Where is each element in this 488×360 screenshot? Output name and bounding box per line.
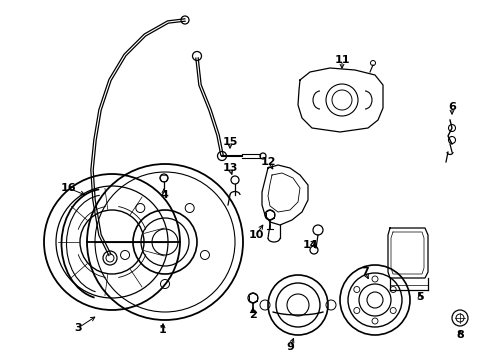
Text: 4: 4 — [160, 190, 167, 200]
Text: 1: 1 — [159, 325, 166, 335]
Text: 5: 5 — [415, 292, 423, 302]
Text: 12: 12 — [260, 157, 275, 167]
Text: 15: 15 — [222, 137, 237, 147]
Text: 8: 8 — [455, 330, 463, 340]
Text: 13: 13 — [222, 163, 237, 173]
Text: 14: 14 — [302, 240, 317, 250]
Text: 6: 6 — [447, 102, 455, 112]
Text: 16: 16 — [60, 183, 76, 193]
Text: 9: 9 — [285, 342, 293, 352]
Text: 10: 10 — [248, 230, 263, 240]
Text: 3: 3 — [74, 323, 81, 333]
Text: 11: 11 — [334, 55, 349, 65]
Text: 2: 2 — [248, 310, 256, 320]
Text: 7: 7 — [360, 267, 368, 277]
